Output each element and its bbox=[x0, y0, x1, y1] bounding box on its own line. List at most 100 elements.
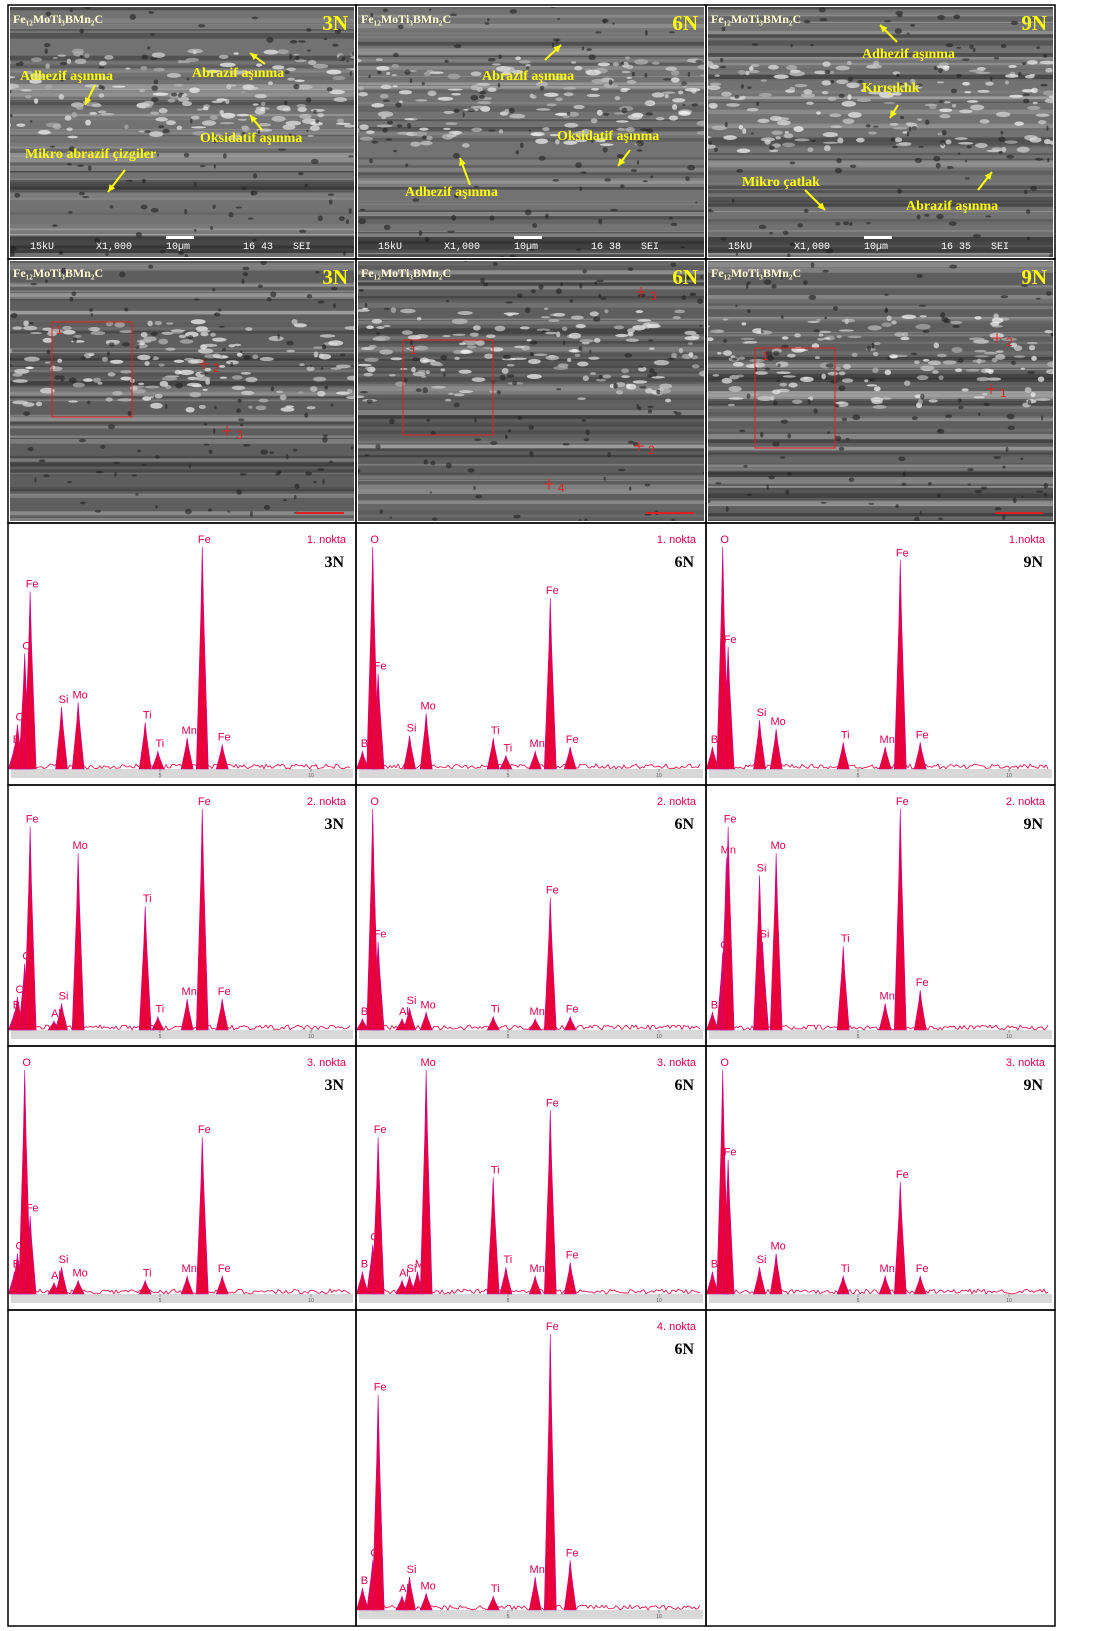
sem-bright bbox=[872, 367, 878, 373]
sem-pit bbox=[79, 29, 84, 34]
sem-bright bbox=[417, 317, 421, 320]
point-label: 3 bbox=[236, 428, 243, 442]
sem-pit bbox=[213, 428, 215, 434]
sem-pit bbox=[949, 221, 957, 226]
sem-bright bbox=[520, 326, 530, 329]
sem-pit bbox=[151, 208, 159, 212]
sem-bright bbox=[149, 131, 163, 137]
sem-bright bbox=[588, 357, 599, 360]
scale-bar bbox=[864, 236, 892, 239]
sem-pit bbox=[122, 342, 130, 346]
scale-bar bbox=[166, 236, 194, 239]
sem-bright bbox=[347, 389, 352, 393]
sem-bright bbox=[457, 311, 472, 315]
sem-pit bbox=[895, 28, 902, 34]
sem-pit bbox=[810, 44, 813, 46]
sem-pit bbox=[463, 112, 465, 118]
sem-bright bbox=[548, 319, 559, 322]
sem-bright bbox=[90, 327, 100, 332]
peak-label: Fe bbox=[724, 814, 737, 826]
peak-label: Fe bbox=[218, 1263, 231, 1275]
sem-pit bbox=[512, 381, 517, 385]
sem-pit bbox=[578, 346, 582, 351]
sem-bright bbox=[534, 354, 548, 357]
sem-pit bbox=[151, 85, 158, 91]
sem-pit bbox=[884, 20, 891, 22]
sem-pit bbox=[382, 127, 387, 132]
peak-label: Fe bbox=[374, 1124, 387, 1136]
sem-bright bbox=[108, 372, 116, 376]
sem-pit bbox=[682, 295, 686, 300]
sem-pit bbox=[962, 58, 970, 61]
sem-bright bbox=[240, 91, 245, 93]
sem-bright bbox=[264, 50, 279, 55]
sem-pit bbox=[787, 472, 791, 476]
sem-bright bbox=[737, 149, 751, 154]
sem-bright bbox=[794, 333, 801, 337]
sem-stripe bbox=[8, 197, 356, 200]
sem-pit bbox=[107, 351, 110, 356]
sem-bright bbox=[141, 66, 148, 70]
sem-pit bbox=[454, 44, 462, 48]
sem-pit bbox=[848, 77, 853, 82]
sem-bright bbox=[143, 101, 154, 107]
sem-pit bbox=[230, 362, 233, 367]
sem-pit bbox=[751, 132, 754, 134]
sem-pit bbox=[306, 28, 311, 32]
sem-pit bbox=[900, 116, 904, 119]
sem-bright bbox=[179, 335, 186, 338]
sem-bright bbox=[889, 354, 898, 358]
sem-bright bbox=[16, 123, 25, 126]
sem-bright bbox=[710, 82, 721, 85]
sem-pit bbox=[830, 80, 834, 83]
sem-pit bbox=[380, 509, 383, 513]
sem-pit bbox=[953, 14, 960, 19]
sem-bright bbox=[443, 128, 450, 130]
sem-bright bbox=[391, 307, 397, 313]
sem-stripe bbox=[8, 131, 356, 135]
sem-pit bbox=[213, 205, 216, 209]
sem-bright bbox=[789, 71, 805, 76]
sem-pit bbox=[219, 326, 225, 328]
sem-bright bbox=[160, 381, 169, 387]
sem-stripe bbox=[356, 500, 706, 504]
peak-label: Fe bbox=[566, 1547, 579, 1559]
sem-pit bbox=[769, 145, 775, 150]
sem-bright bbox=[784, 133, 794, 138]
sem-stripe bbox=[356, 422, 706, 425]
sem-bright bbox=[652, 92, 665, 97]
sem-bright bbox=[583, 375, 589, 381]
sem-pit bbox=[542, 330, 547, 334]
load-label: 9N bbox=[1021, 265, 1047, 289]
sem-bright bbox=[914, 360, 920, 364]
sem-pit bbox=[331, 404, 334, 407]
sem-pit bbox=[95, 510, 101, 513]
sem-stripe bbox=[8, 33, 356, 39]
sem-bright bbox=[159, 108, 168, 113]
load-label: 6N bbox=[674, 554, 694, 571]
info-text: SEI bbox=[641, 242, 659, 253]
sem-pit bbox=[1022, 93, 1030, 96]
sem-bright bbox=[71, 112, 77, 118]
sem-bright bbox=[299, 363, 305, 366]
sem-pit bbox=[622, 108, 628, 114]
sem-bright bbox=[1025, 75, 1035, 79]
sem-bright bbox=[985, 369, 995, 372]
sem-stripe bbox=[356, 160, 706, 165]
sem-bright bbox=[920, 365, 934, 370]
sem-pit bbox=[957, 47, 962, 49]
load-label: 9N bbox=[1023, 554, 1043, 571]
sem-bright bbox=[271, 116, 285, 122]
sem-bright bbox=[85, 120, 91, 126]
sem-bright bbox=[495, 326, 506, 332]
sem-bright bbox=[285, 405, 294, 408]
sem-bright bbox=[117, 398, 132, 401]
sem-bright bbox=[1014, 121, 1023, 125]
sem-bright bbox=[665, 67, 676, 71]
sem-pit bbox=[467, 468, 474, 472]
sem-pit bbox=[811, 140, 816, 142]
sem-bright bbox=[219, 110, 224, 115]
sem-texture: Fe₁₂MoTi₃BMn₂C6N1234 bbox=[349, 258, 711, 524]
sem-bright bbox=[774, 74, 789, 78]
sem-bright bbox=[509, 114, 525, 119]
